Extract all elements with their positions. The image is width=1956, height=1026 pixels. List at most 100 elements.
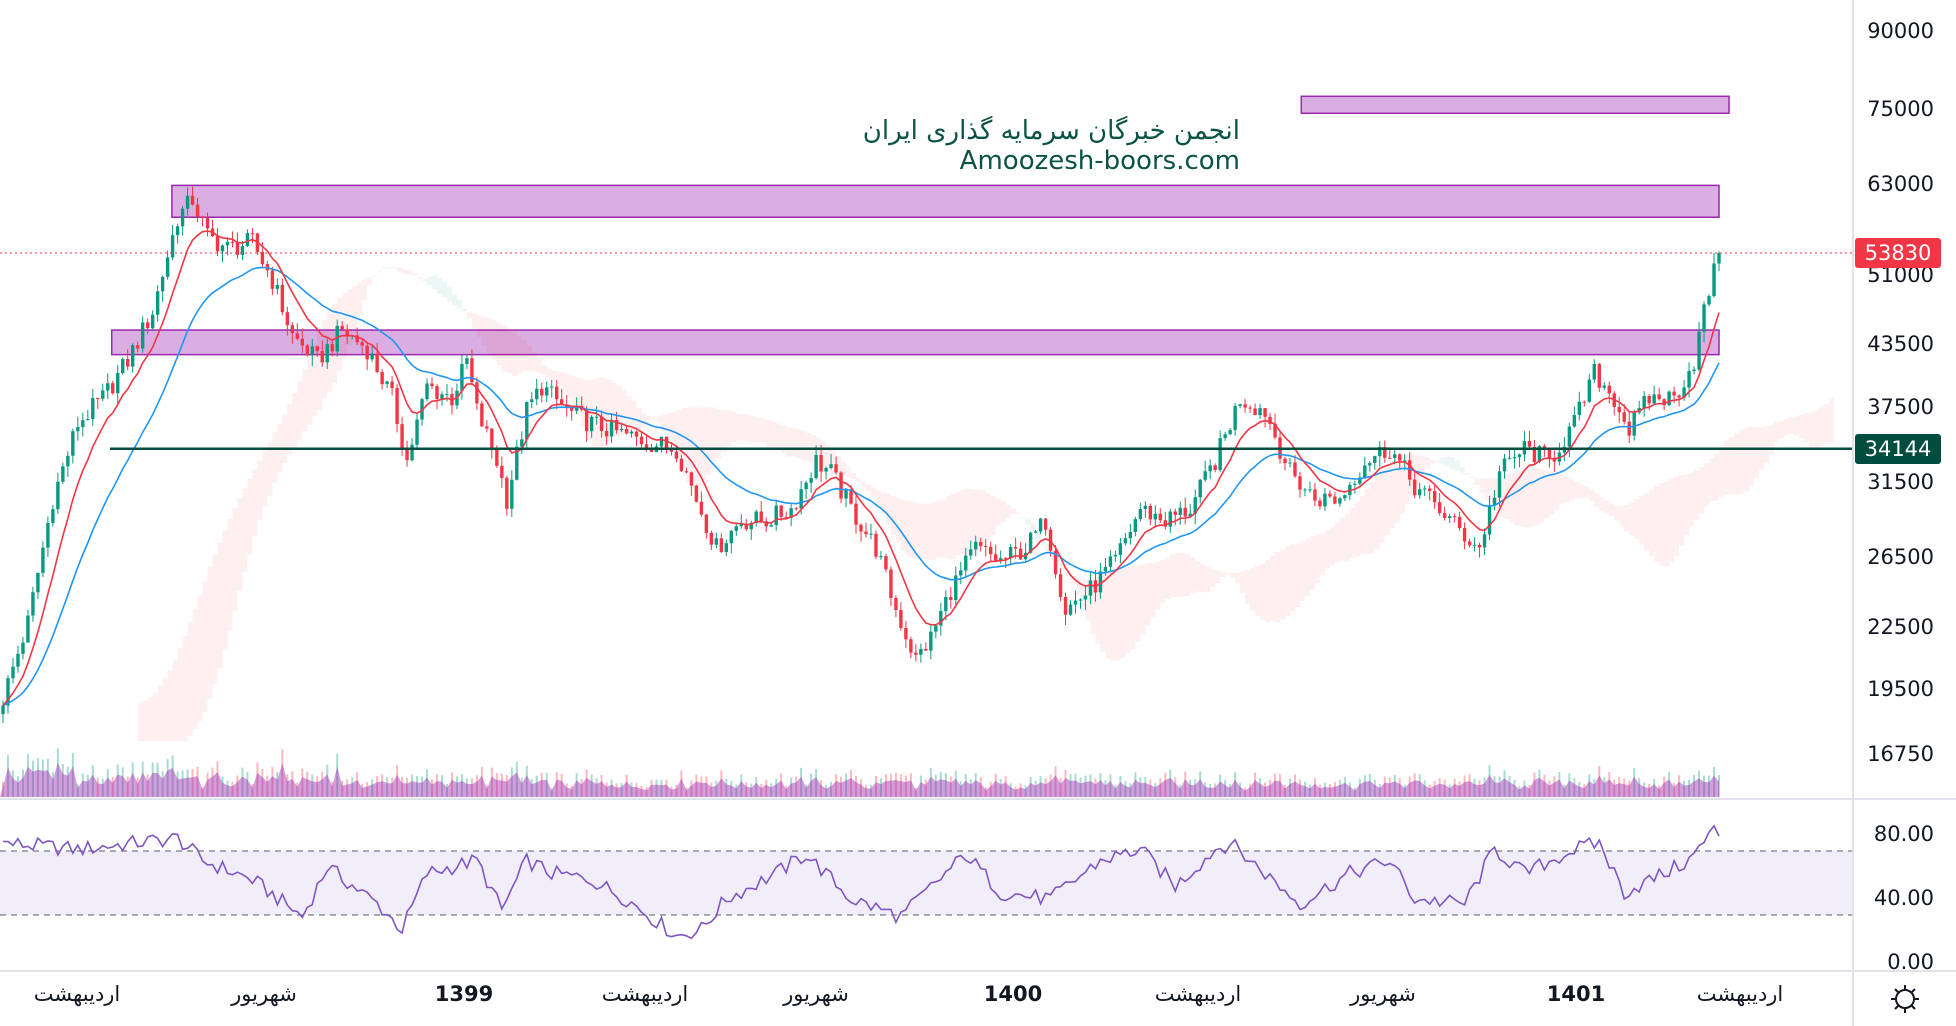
candle [734, 522, 738, 536]
candle-body [1537, 446, 1542, 462]
volume-bar [1493, 776, 1496, 797]
candle [265, 260, 270, 278]
ichimoku-cloud-segment [1604, 500, 1610, 514]
ichimoku-cloud-segment [1818, 407, 1824, 447]
volume-bar [1633, 767, 1636, 797]
volume-bar [735, 784, 738, 797]
candle-body [574, 406, 579, 411]
candle-body [719, 538, 724, 553]
candle [1667, 390, 1671, 407]
candle-body [185, 195, 190, 209]
volume-bar [1568, 773, 1571, 797]
ichimoku-cloud-segment [1324, 530, 1330, 569]
ichimoku-cloud-segment [307, 356, 313, 426]
candle-body [1293, 462, 1297, 477]
ichimoku-cloud-segment [1434, 461, 1440, 463]
candle-body [1218, 438, 1222, 470]
volume-bar [934, 774, 937, 797]
ichimoku-cloud-segment [1394, 458, 1400, 524]
candle-body [510, 479, 514, 509]
settings-gear-icon[interactable] [1888, 982, 1922, 1016]
volume-bar [406, 777, 409, 797]
candle [904, 620, 908, 648]
candle [969, 540, 973, 560]
ichimoku-cloud-segment [157, 686, 163, 742]
volume-bar [1019, 783, 1022, 797]
candle [689, 471, 694, 497]
ichimoku-cloud-segment [1763, 426, 1769, 464]
ichimoku-cloud-segment [262, 450, 268, 507]
candle-body [275, 284, 280, 289]
ichimoku-cloud-segment [1200, 564, 1206, 593]
volume-bar [1518, 786, 1521, 797]
candle-body [1188, 513, 1192, 517]
candle-body [1662, 399, 1666, 406]
volume-bar [156, 762, 159, 797]
volume-bar [1593, 779, 1596, 797]
candle-body [899, 609, 903, 628]
candle-body [774, 505, 778, 526]
volume-bar [1184, 771, 1187, 797]
volume-bar [1149, 779, 1152, 797]
candle-body [1467, 541, 1472, 546]
volume-bar [969, 779, 972, 797]
candle [1422, 485, 1427, 497]
candle [934, 625, 938, 639]
candle [1238, 403, 1242, 409]
ichimoku-cloud-segment [571, 376, 577, 403]
volume-bar [1119, 775, 1122, 797]
volume-bar [869, 784, 872, 797]
ichimoku-cloud-segment [471, 313, 477, 329]
ichimoku-cloud-segment [1374, 476, 1380, 549]
ichimoku-cloud-segment [337, 297, 343, 372]
candle-body [540, 388, 544, 396]
volume-bar [221, 776, 224, 797]
volume-bar [695, 774, 698, 797]
volume-bar [665, 779, 668, 797]
candle [505, 475, 509, 516]
candle-body [764, 521, 768, 527]
candle-body [1123, 538, 1128, 544]
candle [325, 338, 329, 369]
candle-body [410, 444, 414, 461]
volume-bar [1458, 781, 1461, 797]
candle [1153, 505, 1158, 528]
price-tick-label: 75000 [1867, 97, 1934, 122]
ichimoku-cloud-segment [172, 659, 178, 742]
candle-body [1592, 363, 1596, 380]
candle-body [1617, 406, 1621, 413]
candle [1248, 405, 1252, 413]
ichimoku-cloud-segment [451, 294, 457, 306]
ichimoku-cloud-segment [521, 339, 527, 372]
candle [694, 484, 699, 503]
volume-bar [1074, 773, 1077, 797]
volume-bar [1418, 774, 1421, 797]
candle [1158, 508, 1163, 523]
candle-body [325, 344, 329, 363]
candle [225, 237, 230, 256]
candle-body [520, 439, 524, 447]
candle [530, 392, 534, 409]
rsi-tick-label: 40.00 [1873, 886, 1934, 910]
ichimoku-cloud-segment [1793, 416, 1799, 436]
volume-bar [401, 776, 404, 797]
candle-body [1058, 574, 1063, 597]
ichimoku-cloud-segment [1329, 526, 1335, 566]
volume-bar [1214, 783, 1217, 797]
candle [1652, 385, 1656, 405]
candle-body [195, 204, 200, 217]
ichimoku-cloud-segment [716, 409, 722, 459]
candle [195, 197, 200, 223]
ichimoku-cloud-segment [1304, 538, 1310, 596]
candle-body [245, 233, 250, 247]
candle-body [1437, 502, 1442, 514]
candle-body [375, 353, 379, 373]
candle-body [679, 458, 684, 472]
ichimoku-cloud-segment [491, 320, 497, 360]
ichimoku-cloud-segment [382, 267, 388, 270]
volume-bar [1284, 785, 1287, 797]
volume-bar [1623, 778, 1626, 797]
candle [61, 462, 65, 485]
volume-bar [1338, 780, 1341, 797]
